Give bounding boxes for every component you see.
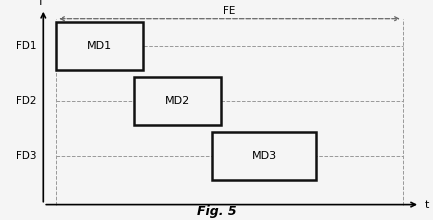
Text: MD3: MD3 — [252, 151, 277, 161]
Text: Fig. 5: Fig. 5 — [197, 205, 236, 218]
Text: FD2: FD2 — [16, 96, 37, 106]
Text: FD1: FD1 — [16, 41, 37, 51]
Bar — [134, 77, 221, 125]
Bar — [212, 132, 316, 180]
Text: f: f — [39, 0, 43, 7]
Text: FD3: FD3 — [16, 151, 37, 161]
Bar — [56, 22, 143, 70]
Text: MD2: MD2 — [165, 96, 190, 106]
Text: FE: FE — [223, 6, 236, 16]
Text: MD1: MD1 — [87, 41, 112, 51]
Text: t: t — [424, 200, 429, 210]
